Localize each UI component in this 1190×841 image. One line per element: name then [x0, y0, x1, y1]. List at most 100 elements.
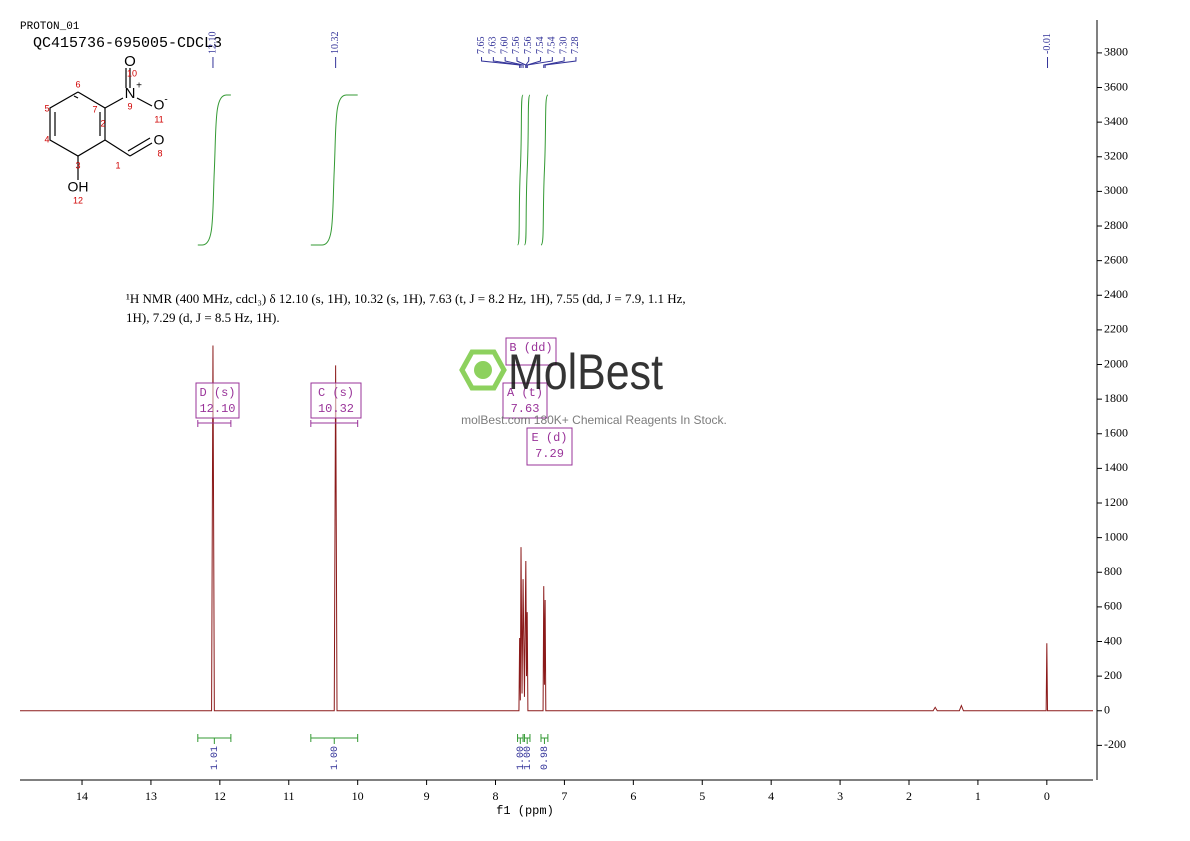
multiplet-shift: 12.10 — [199, 402, 235, 416]
y-tick-label: 2400 — [1104, 287, 1128, 301]
bond — [104, 97, 124, 109]
integral-curve — [197, 94, 231, 246]
y-tick-label: 2600 — [1104, 252, 1128, 266]
bond — [136, 97, 153, 107]
y-tick-label: 0 — [1104, 703, 1110, 717]
y-tick-label: 2800 — [1104, 218, 1128, 232]
peak-pointer — [504, 57, 524, 68]
integral-curve — [540, 94, 549, 246]
y-tick-label: 2000 — [1104, 356, 1128, 370]
y-tick-label: 200 — [1104, 668, 1122, 682]
x-tick-label: 13 — [145, 789, 157, 803]
peak-label: 7.54 — [535, 37, 546, 55]
atom-number: 8 — [157, 148, 162, 158]
x-tick-label: 12 — [214, 789, 226, 803]
integral-curve — [310, 94, 358, 246]
integral-curve — [517, 94, 524, 246]
peak-label: 7.60 — [499, 37, 510, 54]
atom-label: O — [124, 53, 136, 70]
y-tick-label: 3000 — [1104, 183, 1128, 197]
structure — [49, 68, 153, 180]
atom-number: 1 — [115, 160, 120, 170]
peak-label: 10.32 — [330, 32, 341, 55]
atom-number: 4 — [44, 134, 49, 144]
tagline: molBest.com 180K+ Chemical Reagents In S… — [461, 413, 727, 427]
peak-label: 7.28 — [570, 37, 581, 55]
peak-label: 12.10 — [207, 32, 218, 55]
x-tick-label: 14 — [76, 789, 88, 803]
multiplet-bracket — [197, 420, 232, 427]
multiplet-box — [505, 337, 557, 366]
atom-number: 11 — [154, 114, 163, 124]
y-tick-label: 1800 — [1104, 391, 1128, 405]
y-tick-label: 1400 — [1104, 460, 1128, 474]
atom-label: N — [125, 85, 136, 102]
description: ¹H NMR (400 MHz, cdcl₃) δ 12.10 (s, 1H),… — [126, 291, 686, 325]
x-tick-label: 4 — [768, 789, 774, 803]
bond — [129, 142, 153, 157]
y-tick-label: 1200 — [1104, 495, 1128, 509]
integral-value: 1.01 — [210, 746, 221, 770]
multiplet-name: E (d) — [531, 431, 567, 445]
peak-label: 7.56 — [511, 37, 522, 55]
y-tick-label: 400 — [1104, 633, 1122, 647]
y-tick-label: 1600 — [1104, 426, 1128, 440]
x-tick-label: 9 — [424, 789, 430, 803]
spectrum-line — [20, 345, 1093, 712]
sample-name: QC415736-695005-CDCL3 — [33, 35, 222, 52]
multiplet-name: A (t) — [507, 386, 543, 400]
x-tick-label: 2 — [906, 789, 912, 803]
integral-value: 0.98 — [540, 746, 551, 770]
peak-pointer — [481, 57, 521, 68]
bond — [73, 95, 79, 99]
atom-number: 12 — [73, 195, 83, 205]
bond — [127, 137, 151, 152]
x-tick-label: 1 — [975, 789, 981, 803]
x-tick-label: 10 — [352, 789, 364, 803]
multiplet-box — [310, 382, 362, 419]
atom-number: 7 — [92, 104, 97, 114]
logo — [459, 349, 507, 391]
y-tick-label: 2200 — [1104, 322, 1128, 336]
watermark: MolBest molBest.com 180K+ Chemical Reagen… — [459, 344, 727, 427]
multiplet-shift: 7.63 — [511, 402, 540, 416]
atom-number: 2 — [100, 118, 105, 128]
peak-pointer — [526, 57, 553, 68]
x-tick-label: 6 — [630, 789, 636, 803]
peak-label: 7.65 — [476, 37, 487, 55]
atom-number: 6 — [75, 79, 80, 89]
peak-pointer — [544, 57, 577, 68]
atom-label: O — [154, 97, 165, 113]
brand: MolBest — [508, 344, 663, 400]
peak-label: 7.56 — [523, 37, 534, 55]
multiplet-name: D (s) — [199, 386, 235, 400]
integral-curve — [523, 94, 531, 246]
charge: + — [136, 81, 142, 92]
x-tick-label: 11 — [283, 789, 295, 803]
peak-label: 7.54 — [547, 37, 558, 55]
y-tick-label: 1000 — [1104, 529, 1128, 543]
y-tick-label: 3600 — [1104, 79, 1128, 93]
charge: - — [164, 95, 167, 106]
peak-label: 7.63 — [488, 37, 499, 55]
multiplet-box — [526, 427, 573, 466]
integral-value: 1.00 — [330, 746, 341, 770]
atom-label: OH — [68, 179, 89, 195]
atom-number: 5 — [44, 103, 49, 113]
peak-label: 7.30 — [558, 37, 569, 55]
multiplet-box — [502, 382, 548, 419]
logo-core — [474, 361, 492, 379]
bond — [104, 139, 131, 157]
integral-value: 1.00 — [523, 746, 534, 770]
peak-label: -0.01 — [1042, 33, 1053, 54]
y-tick-label: 3200 — [1104, 149, 1128, 163]
multiplet-box — [195, 382, 240, 419]
peak-pointer — [525, 57, 530, 68]
multiplet-name: B (dd) — [509, 341, 552, 355]
y-tick-label: 600 — [1104, 599, 1122, 613]
multiplet-shift: 7.29 — [535, 447, 564, 461]
experiment-name: PROTON_01 — [20, 21, 80, 33]
x-axis-label: f1 (ppm) — [496, 804, 554, 818]
